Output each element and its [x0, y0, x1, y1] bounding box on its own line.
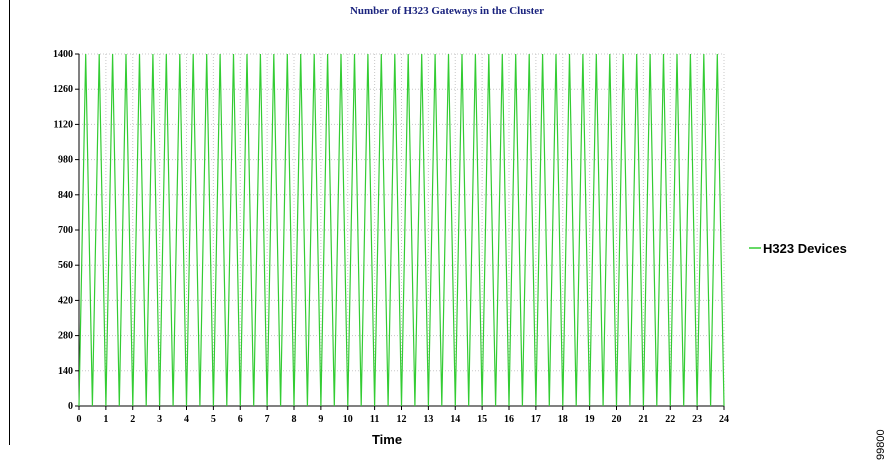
grid: [79, 53, 725, 406]
series-line-h323-devices: [78, 53, 725, 407]
x-tick-label: 5: [211, 414, 216, 425]
x-tick-label: 3: [157, 414, 162, 425]
x-tick-label: 17: [531, 414, 541, 425]
x-tick-label: 1: [103, 414, 108, 425]
x-tick-label: 10: [343, 414, 353, 425]
x-tick-label: 22: [665, 414, 675, 425]
y-tick-label: 700: [58, 225, 73, 236]
left-frame-line: [9, 0, 10, 445]
x-tick-label: 18: [558, 414, 568, 425]
y-tick-label: 280: [58, 331, 73, 342]
x-tick-label: 23: [692, 414, 702, 425]
x-tick-labels: 0 1 2 3 4 5 6 7 8 9 10 11 12 13 14 15 16 17 18 19 20 21 22 23 24: [77, 406, 729, 425]
x-tick-label: 15: [477, 414, 487, 425]
x-tick-label: 4: [184, 414, 189, 425]
x-tick-label: 7: [265, 414, 270, 425]
legend: H323 Devices: [749, 241, 847, 256]
x-tick-label: 24: [719, 414, 729, 425]
x-tick-label: 13: [423, 414, 433, 425]
x-tick-label: 2: [130, 414, 135, 425]
y-tick-label: 1260: [53, 84, 73, 95]
y-tick-label: 0: [68, 401, 73, 412]
y-tick-label: 1120: [54, 119, 73, 130]
y-tick-label: 420: [58, 295, 73, 306]
x-tick-label: 9: [318, 414, 323, 425]
chart-title: Number of H323 Gateways in the Cluster: [350, 5, 544, 17]
y-tick-label: 140: [58, 366, 73, 377]
x-tick-label: 14: [450, 414, 460, 425]
figure-id: 99800: [875, 429, 887, 460]
y-tick-label: 560: [58, 260, 73, 271]
x-tick-label: 20: [612, 414, 622, 425]
y-tick-label: 1400: [53, 49, 73, 60]
x-tick-label: 6: [238, 414, 243, 425]
legend-label: H323 Devices: [763, 241, 847, 256]
x-tick-label: 12: [397, 414, 407, 425]
x-axis-label: Time: [372, 432, 402, 447]
x-tick-label: 16: [504, 414, 514, 425]
y-tick-labels: 0 140 280 420 560 700 840 980 1120 1260 1400: [53, 49, 79, 412]
y-tick-label: 980: [58, 155, 73, 166]
y-tick-label: 840: [58, 190, 73, 201]
series-lines: [78, 53, 725, 407]
x-tick-label: 0: [77, 414, 82, 425]
x-tick-label: 11: [370, 414, 379, 425]
x-tick-label: 8: [292, 414, 297, 425]
x-tick-label: 19: [585, 414, 595, 425]
x-tick-label: 21: [638, 414, 648, 425]
